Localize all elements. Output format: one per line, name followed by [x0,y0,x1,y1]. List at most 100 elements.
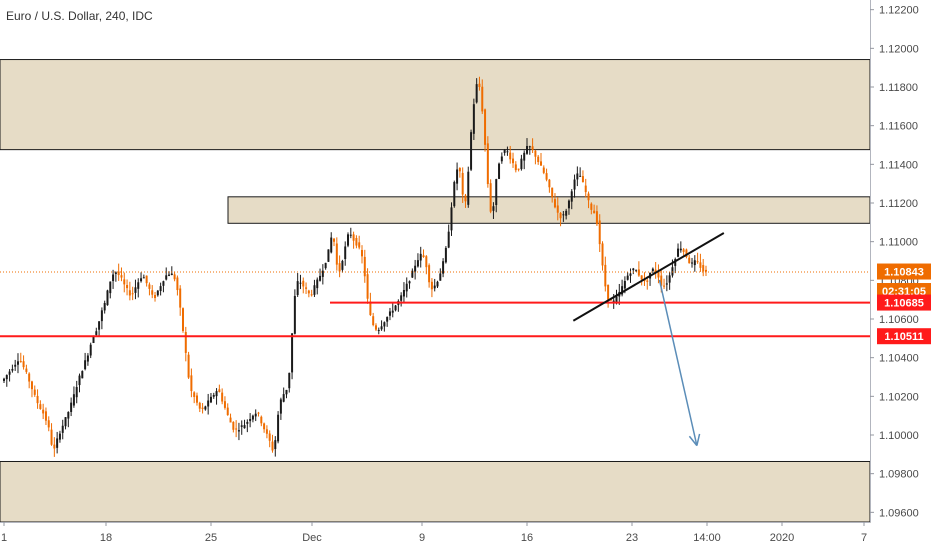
candle-body [456,169,459,184]
candle-body [170,273,173,276]
candle-body [565,210,568,216]
y-tick-label: 1.09800 [879,469,919,481]
candle-body [44,411,47,421]
candle-body [702,265,705,272]
candle-body [685,249,688,257]
candle-body [187,354,190,378]
candle-body [562,214,565,216]
candle-body [682,249,685,252]
candle-body [598,220,601,245]
candle-body [56,438,59,448]
x-tick-label: 25 [205,532,217,544]
candle-body [615,296,618,303]
candle-body [442,261,445,274]
candle-body [699,262,702,268]
candle-body [425,256,428,268]
candle-body [142,277,145,279]
candle-body [126,284,129,289]
x-tick-label: 16 [521,532,533,544]
candle-body [595,211,598,225]
candle-body [526,146,529,154]
candle-body [109,281,112,294]
candle-body [433,285,436,289]
candle-body [251,415,254,420]
candle-body [430,281,433,290]
candle-body [16,361,19,365]
last-price-tag [877,263,931,280]
candle-body [537,156,540,163]
candle-body [481,86,484,112]
candle-body [218,389,221,393]
candle-body [604,264,607,287]
candle-body [112,274,115,282]
candle-body [374,325,377,330]
candle-body [651,268,654,272]
candle-body [380,326,383,330]
candle-body [388,311,391,316]
candle-body [53,444,56,449]
candle-body [117,271,120,276]
candle-body [693,260,696,266]
candle-body [84,360,87,370]
candle-body [400,295,403,301]
candle-body [285,389,288,395]
candle-body [279,399,282,414]
candle-body [240,425,243,427]
candle-body [472,104,475,134]
candle-body [98,321,101,330]
candle-body [640,275,643,280]
candle-body [688,257,691,264]
supply-demand-zone [227,196,871,224]
level-price-tag [877,294,931,311]
y-tick-label: 1.12200 [879,5,919,17]
candle-body [36,395,39,404]
candle-body [514,164,517,171]
candle-body [559,212,562,219]
candle-body [47,420,50,428]
candle-body [467,171,470,205]
price-axis[interactable]: 1.12200 1.12000 1.11800 1.11600 1.11400 1.112… [870,5,919,520]
candle-body [145,275,148,284]
candle-body [19,361,22,363]
projection-arrow-head [688,435,698,447]
candle-body [344,246,347,260]
candle-body [663,285,666,287]
candle-body [64,417,67,427]
y-tick-label: 1.11600 [879,121,918,133]
candle-body [229,417,232,423]
candle-body [114,272,117,274]
x-tick-label: 1 [1,532,7,544]
candle-body [221,392,224,402]
candle-body [531,146,534,150]
candle-body [548,179,551,188]
candle-body [363,256,366,277]
candle-body [193,392,196,397]
candle-body [299,282,302,284]
candle-body [215,391,218,397]
candle-body [8,371,11,375]
candle-body [319,275,322,281]
chart-title: Euro / U.S. Dollar, 240, IDC [6,9,153,23]
candle-body [584,185,587,193]
candle-body [28,373,31,382]
candle-body [498,163,501,179]
candle-body [307,290,310,294]
candle-body [235,428,238,430]
y-tick-label: 1.10000 [879,430,919,442]
candle-body [679,248,682,251]
candle-body [607,284,610,300]
candle-body [5,375,8,380]
candle-body [22,361,25,368]
time-axis[interactable]: 1 18 25 Dec 9 16 23 14:00 2020 7 [1,522,867,544]
candle-body [347,234,350,246]
candle-body [570,191,573,202]
candle-body [509,152,512,160]
candle-body [646,280,649,282]
candle-body [551,187,554,198]
candle-body [72,394,75,406]
candle-body [705,269,707,272]
candle-body [428,265,431,283]
candle-body [495,179,498,205]
